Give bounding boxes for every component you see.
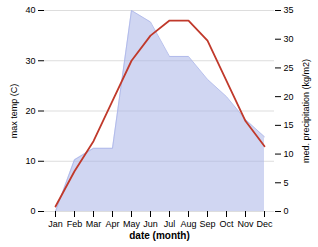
svg-text:40: 40 (25, 5, 35, 15)
svg-text:Feb: Feb (67, 219, 83, 229)
svg-text:Sep: Sep (199, 219, 215, 229)
svg-text:0: 0 (284, 206, 289, 216)
svg-text:30: 30 (284, 34, 294, 44)
svg-text:10: 10 (284, 149, 294, 159)
svg-text:Mar: Mar (86, 219, 102, 229)
svg-text:15: 15 (284, 120, 294, 130)
svg-text:Jun: Jun (143, 219, 158, 229)
svg-text:20: 20 (284, 92, 294, 102)
svg-text:10: 10 (25, 156, 35, 166)
svg-text:Dec: Dec (256, 219, 273, 229)
svg-text:35: 35 (284, 5, 294, 15)
svg-text:med. precipitation (kg/m2): med. precipitation (kg/m2) (301, 59, 311, 163)
svg-text:20: 20 (25, 106, 35, 116)
svg-text:date (month): date (month) (129, 230, 190, 241)
svg-text:Jan: Jan (48, 219, 63, 229)
svg-text:25: 25 (284, 63, 294, 73)
svg-text:Apr: Apr (105, 219, 119, 229)
svg-text:5: 5 (284, 178, 289, 188)
svg-text:max temp (C): max temp (C) (9, 84, 19, 139)
svg-text:Nov: Nov (237, 219, 254, 229)
svg-text:May: May (123, 219, 141, 229)
svg-text:30: 30 (25, 56, 35, 66)
svg-text:Aug: Aug (180, 219, 196, 229)
svg-text:Oct: Oct (219, 219, 234, 229)
svg-text:Jul: Jul (164, 219, 176, 229)
svg-text:0: 0 (30, 206, 35, 216)
